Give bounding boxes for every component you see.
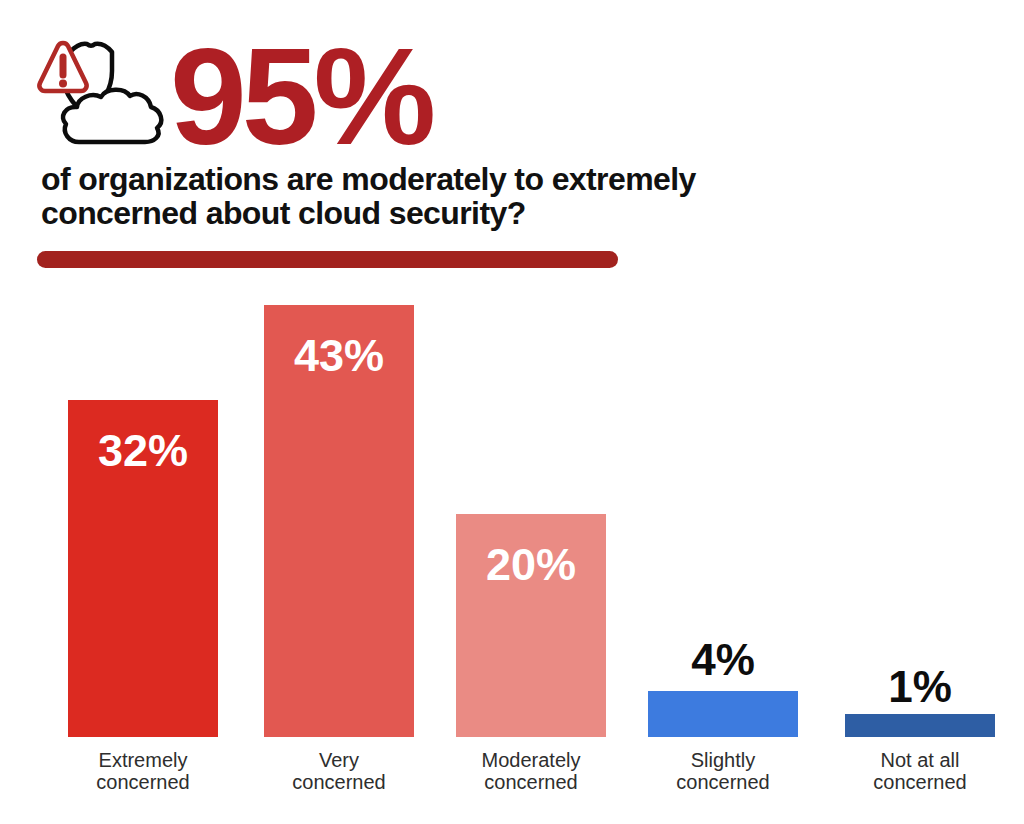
bar-category-label-moderately-concerned: Moderately concerned	[466, 749, 596, 793]
subtitle-line2: concerned about cloud security?	[41, 196, 696, 230]
bar-value-label-not-at-all-concerned: 1%	[845, 665, 995, 709]
bar-value-label-extremely-concerned: 32%	[68, 428, 218, 473]
bar-value-label-moderately-concerned: 20%	[456, 542, 606, 587]
bar-not-at-all-concerned	[845, 714, 995, 737]
stat-value: 95%	[170, 27, 431, 165]
cloud-security-alert-icon	[25, 30, 175, 155]
bar-category-label-not-at-all-concerned: Not at all concerned	[855, 749, 985, 793]
bar-category-label-slightly-concerned: Slightly concerned	[658, 749, 788, 793]
bar-slightly-concerned	[648, 691, 798, 737]
bar-category-label-very-concerned: Very concerned	[274, 749, 404, 793]
bar-value-label-very-concerned: 43%	[264, 333, 414, 378]
bar-value-label-slightly-concerned: 4%	[648, 638, 798, 682]
bar-category-label-extremely-concerned: Extremely concerned	[78, 749, 208, 793]
accent-underline	[37, 251, 618, 268]
subtitle-line1: of organizations are moderately to extre…	[41, 162, 696, 196]
subtitle: of organizations are moderately to extre…	[41, 162, 696, 230]
cloud-security-alert-svg	[25, 30, 175, 155]
